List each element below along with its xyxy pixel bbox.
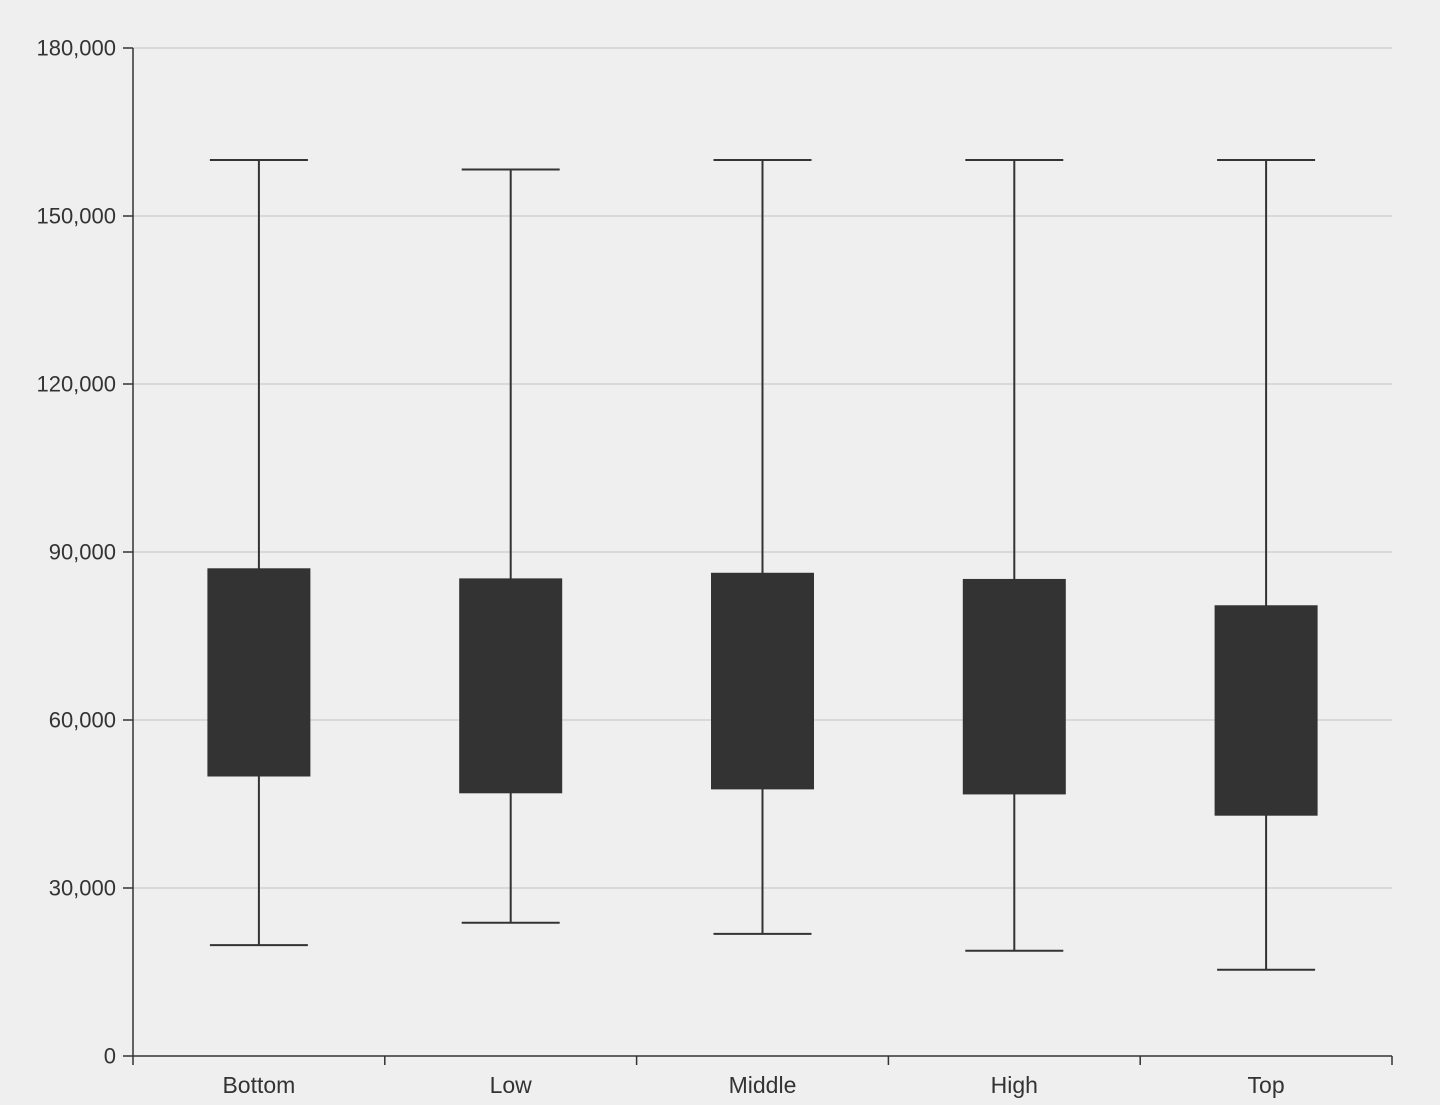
axes-group: 0 30,000 60,000 90,000 120,000 150,000 180,000…: [36, 36, 1393, 1098]
iqr-box: [962, 578, 1066, 795]
y-tick-label: 0: [104, 1044, 116, 1069]
y-tick-label: 180,000: [36, 36, 116, 61]
y-tick-label: 120,000: [36, 372, 116, 397]
box-top: [1214, 159, 1318, 971]
box-low: [459, 168, 563, 924]
iqr-box: [459, 578, 563, 794]
box-middle: [711, 159, 814, 935]
y-tick-label: 90,000: [49, 540, 116, 565]
box-bottom: [207, 159, 311, 947]
x-tick-label: Middle: [729, 1072, 797, 1098]
x-tick-label: Low: [490, 1072, 533, 1098]
x-tick-label: High: [991, 1072, 1038, 1098]
y-tick-label: 60,000: [49, 708, 116, 733]
x-tick-label: Top: [1248, 1072, 1285, 1098]
iqr-box: [711, 572, 814, 790]
y-tick-label: 30,000: [49, 876, 116, 901]
iqr-box: [1214, 605, 1318, 816]
y-tick-label: 150,000: [36, 204, 116, 229]
x-tick-label: Bottom: [222, 1072, 295, 1098]
box-high: [962, 159, 1066, 952]
boxes-group: [207, 159, 1318, 971]
iqr-box: [207, 568, 311, 777]
